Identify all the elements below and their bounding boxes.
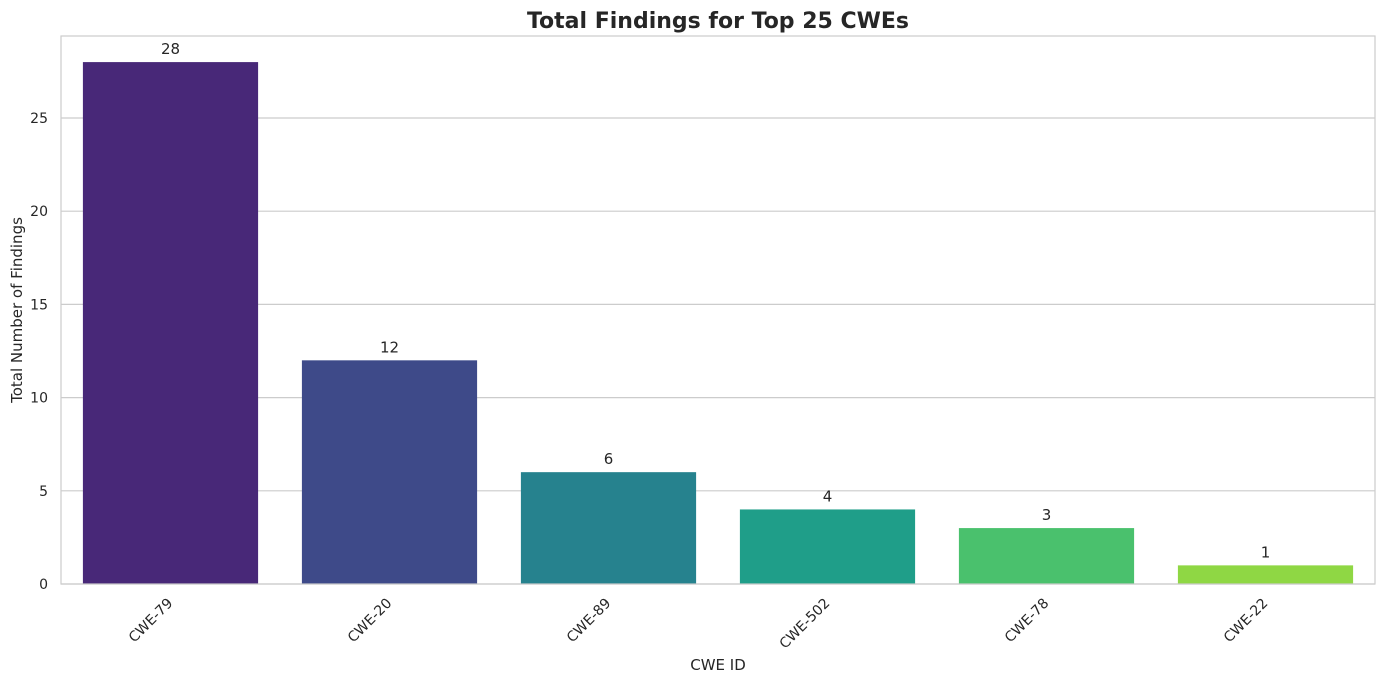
- data-labels: 28 12 6 4 3 1: [161, 40, 1270, 561]
- x-tick-label: CWE-79: [126, 596, 176, 646]
- x-tick-label: CWE-89: [564, 596, 614, 646]
- bars: [82, 62, 1354, 585]
- chart-title: Total Findings for Top 25 CWEs: [527, 9, 909, 34]
- data-label-cwe-20: 12: [380, 338, 399, 356]
- data-label-cwe-79: 28: [161, 40, 180, 58]
- y-tick-label: 5: [39, 484, 48, 500]
- y-tick-label: 15: [30, 297, 48, 313]
- y-tick-label: 10: [30, 391, 48, 407]
- x-axis-label: CWE ID: [690, 656, 746, 674]
- data-label-cwe-502: 4: [823, 487, 833, 505]
- y-axis-label: Total Number of Findings: [8, 217, 26, 404]
- bar-cwe-20: [301, 360, 478, 584]
- bar-cwe-89: [520, 472, 697, 584]
- bar-cwe-79: [82, 62, 259, 585]
- bar-cwe-22: [1177, 565, 1354, 584]
- x-tick-label: CWE-20: [345, 596, 395, 646]
- bar-cwe-502: [739, 509, 916, 584]
- y-tick-label: 25: [30, 111, 48, 127]
- x-tick-label: CWE-22: [1221, 596, 1271, 646]
- x-tick-label: CWE-502: [777, 596, 834, 653]
- data-label-cwe-78: 3: [1042, 506, 1052, 524]
- x-tick-label: CWE-78: [1002, 596, 1052, 646]
- y-tick-label: 0: [39, 577, 48, 593]
- plot-frame: [60, 35, 1376, 585]
- data-label-cwe-89: 6: [604, 450, 614, 468]
- data-label-cwe-22: 1: [1261, 543, 1271, 561]
- bar-cwe-78: [958, 528, 1135, 584]
- x-axis-ticks: CWE-79 CWE-20 CWE-89 CWE-502 CWE-78 CWE-22: [126, 596, 1271, 653]
- y-axis-ticks: 0 5 10 15 20 25: [30, 111, 48, 593]
- y-tick-label: 20: [30, 204, 48, 220]
